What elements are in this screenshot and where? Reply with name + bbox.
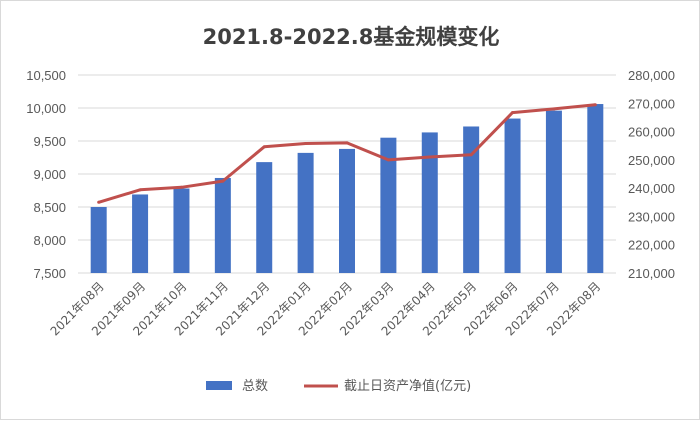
- left-tick-label: 9,500: [33, 134, 66, 149]
- bar: [463, 126, 480, 273]
- bar: [214, 177, 231, 273]
- left-tick-label: 10,000: [26, 101, 66, 116]
- category-axis: 2021年08月2021年09月2021年10月2021年11月2021年12月…: [48, 279, 604, 338]
- bar: [587, 104, 604, 273]
- right-tick-label: 210,000: [628, 266, 675, 281]
- bar: [380, 137, 397, 273]
- line-point: [179, 185, 183, 189]
- bar: [256, 162, 273, 273]
- line-point: [469, 153, 473, 157]
- bar: [504, 118, 521, 273]
- bar: [132, 194, 149, 273]
- right-tick-label: 240,000: [628, 181, 675, 196]
- left-tick-label: 10,500: [26, 68, 66, 83]
- right-tick-label: 220,000: [628, 238, 675, 253]
- right-tick-label: 230,000: [628, 209, 675, 224]
- line-point: [593, 103, 597, 107]
- left-tick-label: 9,000: [33, 167, 66, 182]
- right-tick-label: 250,000: [628, 153, 675, 168]
- line-point: [138, 188, 142, 192]
- left-tick-label: 8,000: [33, 233, 66, 248]
- left-axis: 7,500 8,000 8,500 9,000 9,500 10,000 10,500: [26, 68, 66, 281]
- line-point: [428, 155, 432, 159]
- right-tick-label: 260,000: [628, 125, 675, 140]
- bar: [545, 110, 562, 273]
- left-tick-label: 8,500: [33, 200, 66, 215]
- line-point: [386, 158, 390, 162]
- line-point: [304, 141, 308, 145]
- line-point: [345, 141, 349, 145]
- bar: [339, 148, 355, 273]
- legend-swatch-bars: [206, 381, 232, 390]
- bar: [421, 132, 438, 273]
- legend: 总数 截止日资产净值(亿元): [206, 378, 471, 394]
- bar: [173, 188, 190, 273]
- right-axis: 210,000 220,000 230,000 240,000 250,000 260,0…: [628, 68, 675, 281]
- line-point: [97, 200, 101, 204]
- line-point: [221, 179, 225, 183]
- left-tick-label: 7,500: [33, 266, 66, 281]
- bar: [90, 207, 107, 273]
- line-point: [511, 111, 515, 115]
- line-point: [262, 145, 266, 149]
- right-tick-label: 270,000: [628, 96, 675, 111]
- line-point: [552, 107, 556, 111]
- right-tick-label: 280,000: [628, 68, 675, 83]
- chart-title: 2021.8-2022.8基金规模变化: [203, 25, 500, 49]
- legend-label-bars: 总数: [242, 379, 268, 394]
- bar: [297, 152, 314, 273]
- bar-series: [90, 104, 604, 273]
- line-series: [97, 103, 597, 204]
- legend-label-line: 截止日资产净值(亿元): [344, 378, 471, 394]
